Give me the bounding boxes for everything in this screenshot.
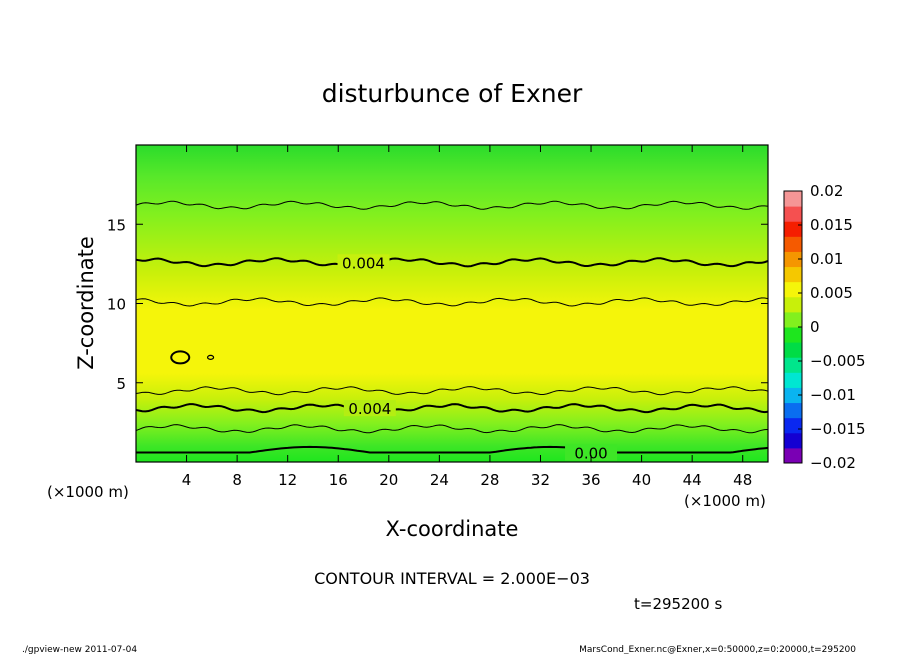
colorbar-cell <box>784 281 802 298</box>
colorbar-cell <box>784 221 802 237</box>
colorbar-cell <box>784 402 802 419</box>
colorbar-cell <box>784 417 802 434</box>
colorbar-cell <box>784 447 802 464</box>
x-tick-label: 40 <box>632 471 651 489</box>
contour-label: 0.00 <box>574 444 607 462</box>
contour-line <box>136 257 768 268</box>
colorbar-cell <box>784 236 802 252</box>
y-tick-label: 5 <box>116 375 126 393</box>
colorbar-cell <box>784 387 802 404</box>
contour-label: 0.004 <box>348 400 391 418</box>
y-axis-label: Z-coordinate <box>74 236 98 370</box>
colorbar-tick-label: −0.015 <box>810 420 866 438</box>
colorbar-cell <box>784 432 802 449</box>
contour-closed <box>170 350 191 365</box>
x-axis-ticks: 4 8 12 16 20 24 28 32 36 40 44 48 <box>182 145 752 489</box>
contour-line <box>136 297 768 307</box>
contour-line <box>136 200 768 210</box>
colorbar-tick-label: 0.015 <box>810 216 853 234</box>
colorbar-tick-label: 0.01 <box>810 250 843 268</box>
colorbar-tick-label: 0 <box>810 318 820 336</box>
contour-line <box>136 445 768 454</box>
contour-line <box>136 403 768 414</box>
contour-label-bg <box>337 254 390 271</box>
contour-label-bg <box>565 444 618 461</box>
contour-label: 0.004 <box>342 254 385 272</box>
footer-right: MarsCond_Exner.nc@Exner,x=0:50000,z=0:20… <box>579 645 856 654</box>
x-tick-label: 32 <box>531 471 550 489</box>
colorbar-cell <box>784 206 802 222</box>
x-tick-label: 4 <box>182 471 192 489</box>
chart-title: disturbunce of Exner <box>322 79 583 108</box>
time-text: t=295200 s <box>634 595 722 613</box>
colorbar-tick-label: 0.02 <box>810 182 843 200</box>
x-tick-label: 8 <box>232 471 242 489</box>
x-tick-label: 12 <box>278 471 297 489</box>
x-tick-label: 48 <box>733 471 752 489</box>
colorbar-cell <box>784 266 802 283</box>
colorbar-cell <box>784 296 802 313</box>
contour-label-bg <box>343 400 396 417</box>
contour-lines <box>136 200 768 454</box>
footer-left: ./gpview-new 2011-07-04 <box>22 645 137 654</box>
x-tick-label: 44 <box>683 471 702 489</box>
contour-closed <box>206 354 215 360</box>
colorbar: 0.02 0.015 0.01 0.005 0 −0.005 −0.01 −0.015 −0.0… <box>783 182 866 472</box>
x-axis-label: X-coordinate <box>386 517 519 541</box>
x-tick-label: 28 <box>480 471 499 489</box>
colorbar-cell <box>784 342 802 358</box>
colorbar-cell <box>784 251 802 268</box>
y-tick-label: 10 <box>107 296 126 314</box>
x-tick-label: 36 <box>581 471 600 489</box>
x-tick-label: 16 <box>329 471 348 489</box>
colorbar-cell <box>784 327 802 343</box>
colorbar-tick-label: −0.02 <box>810 454 856 472</box>
colorbar-tick-label: −0.01 <box>810 386 856 404</box>
colorbar-cell <box>784 311 802 328</box>
colorbar-cell <box>784 191 802 207</box>
contour-interval-text: CONTOUR INTERVAL = 2.000E−03 <box>314 569 590 588</box>
x-tick-label: 20 <box>379 471 398 489</box>
colorbar-ticks: 0.02 0.015 0.01 0.005 0 −0.005 −0.01 −0.015 −0.0… <box>798 182 866 472</box>
colorbar-cell <box>784 357 802 373</box>
field-fill <box>136 145 768 462</box>
contour-labels: 0.004 0.004 0.00 <box>337 254 618 462</box>
x-tick-label: 24 <box>430 471 449 489</box>
contour-line <box>136 424 768 434</box>
y-tick-label: 15 <box>107 216 126 234</box>
x-unit-right: (×1000 m) <box>684 492 766 510</box>
colorbar-cell <box>784 372 802 388</box>
contour-line <box>136 386 768 396</box>
x-unit-left: (×1000 m) <box>47 483 129 501</box>
colorbar-cells <box>784 191 802 464</box>
colorbar-tick-label: 0.005 <box>810 284 853 302</box>
colorbar-tick-label: −0.005 <box>810 352 866 370</box>
y-axis-ticks: 5 10 15 <box>107 216 768 393</box>
